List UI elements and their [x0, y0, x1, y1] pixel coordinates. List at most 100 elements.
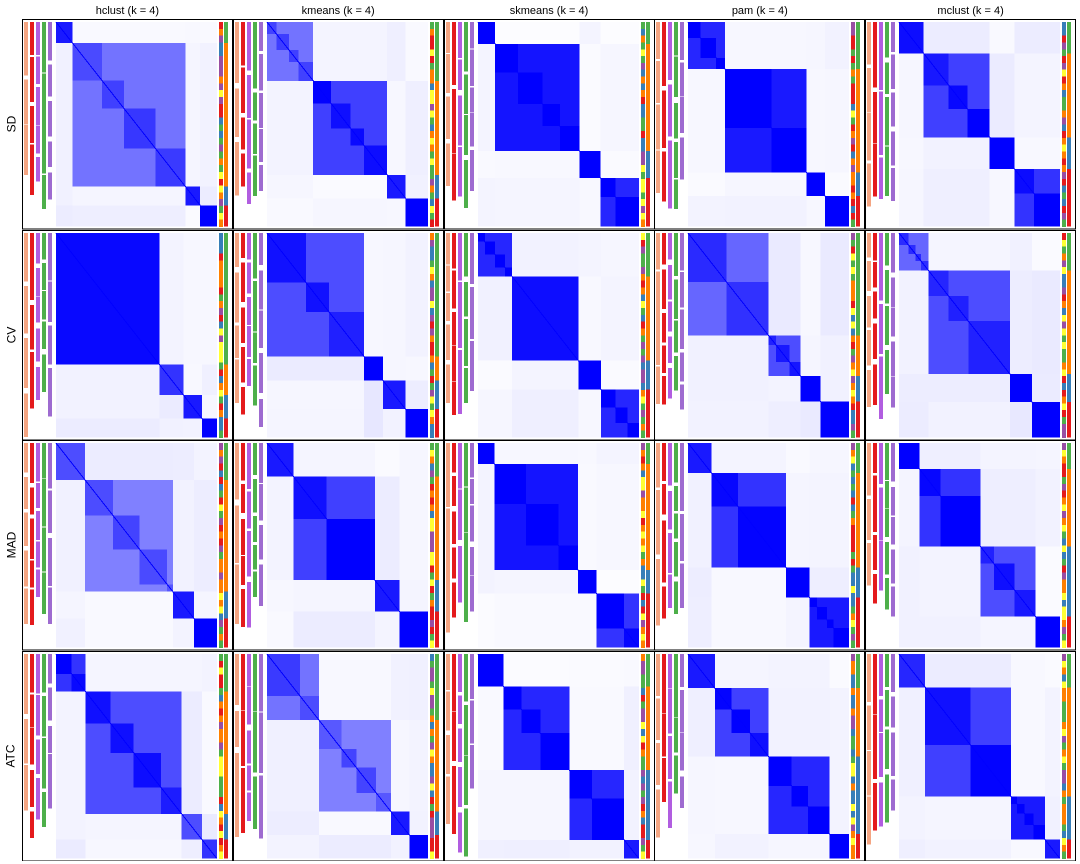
left-annotation-segment — [246, 232, 251, 259]
right-annotation-stripe — [218, 423, 223, 431]
panel-border — [232, 440, 444, 651]
off-diagonal-block — [899, 468, 920, 547]
off-diagonal-block — [568, 686, 624, 770]
left-annotation-segment — [885, 349, 890, 394]
left-annotation-segment — [41, 124, 46, 174]
off-diagonal-block — [806, 22, 826, 70]
right-annotation-stripe — [1061, 178, 1066, 187]
cluster-class-bar — [223, 839, 228, 858]
off-diagonal-block — [1045, 653, 1060, 687]
right-annotation-stripe — [640, 293, 645, 302]
off-diagonal-block — [980, 443, 1036, 469]
off-diagonal-block — [821, 334, 850, 376]
left-annotation-segment — [240, 653, 245, 710]
left-annotation-segment — [463, 281, 468, 317]
right-annotation-stripe — [640, 470, 645, 478]
left-annotation-segment — [240, 22, 245, 66]
left-annotation-segment — [674, 541, 679, 577]
cluster-class-bar — [434, 232, 439, 357]
right-annotation-stripe — [851, 817, 856, 825]
heatmap-svg — [232, 229, 444, 440]
left-annotation-segment — [463, 74, 468, 115]
left-annotation-segment — [867, 369, 872, 407]
right-annotation-stripe — [640, 586, 645, 594]
right-annotation-stripe — [851, 633, 856, 642]
right-annotation-stripe — [429, 830, 434, 839]
left-annotation-segment — [662, 443, 667, 481]
off-diagonal-block — [715, 653, 769, 688]
right-annotation-stripe — [851, 293, 856, 302]
left-annotation-segment — [463, 653, 468, 702]
left-annotation-segment — [873, 574, 878, 604]
left-annotation-segment — [867, 498, 872, 540]
left-annotation-segment — [885, 542, 890, 575]
off-diagonal-block — [494, 151, 580, 178]
heatmap-svg — [654, 229, 866, 440]
left-annotation-segment — [35, 443, 40, 482]
right-annotation-stripe — [218, 416, 223, 424]
off-diagonal-block — [568, 839, 624, 858]
left-annotation-segment — [246, 685, 251, 725]
left-annotation-segment — [668, 653, 673, 689]
left-annotation-segment — [674, 513, 679, 539]
left-annotation-segment — [258, 352, 263, 393]
right-annotation-stripe — [851, 708, 856, 716]
right-annotation-stripe — [1061, 35, 1066, 43]
left-annotation-segment — [662, 653, 667, 713]
right-annotation-stripe — [218, 558, 223, 567]
right-annotation-stripe — [1061, 137, 1066, 146]
heatmap-panel — [443, 440, 655, 651]
left-annotation-segment — [41, 791, 46, 827]
cluster-class-bar — [223, 813, 228, 840]
left-annotation-segment — [47, 490, 52, 533]
right-annotation-stripe — [1061, 558, 1066, 567]
left-annotation-segment — [47, 653, 52, 683]
left-annotation-segment — [252, 155, 257, 196]
left-annotation-segment — [451, 381, 456, 415]
right-annotation-stripe — [851, 56, 856, 64]
left-annotation-segment — [234, 710, 239, 747]
right-annotation-stripe — [640, 362, 645, 370]
left-annotation-segment — [445, 776, 450, 824]
left-annotation-segment — [873, 363, 878, 405]
off-diagonal-block — [688, 833, 716, 858]
right-annotation-stripe — [429, 416, 434, 424]
off-diagonal-block — [494, 177, 580, 227]
right-annotation-stripe — [1061, 483, 1066, 492]
left-annotation-segment — [463, 232, 468, 276]
panel-border — [654, 229, 866, 440]
right-annotation-stripe — [429, 531, 434, 539]
left-annotation-segment — [656, 299, 661, 329]
heatmap-svg — [232, 19, 444, 230]
left-annotation-segment — [41, 695, 46, 737]
right-annotation-stripe — [640, 321, 645, 329]
right-annotation-stripe — [1061, 239, 1066, 247]
right-annotation-stripe — [429, 694, 434, 702]
left-annotation-segment — [656, 271, 661, 299]
left-annotation-segment — [891, 653, 896, 692]
diagonal-line — [55, 21, 218, 227]
right-annotation-stripe — [218, 762, 223, 770]
off-diagonal-block — [55, 43, 73, 187]
heatmap-panel — [443, 229, 655, 441]
right-annotation-stripe — [851, 212, 856, 221]
left-annotation-segment — [47, 725, 52, 753]
off-diagonal-block — [181, 653, 203, 692]
right-annotation-stripe — [218, 131, 223, 139]
right-annotation-stripe — [1061, 185, 1066, 193]
left-annotation-segment — [469, 547, 474, 576]
right-annotation-stripe — [218, 307, 223, 315]
right-annotation-stripe — [1061, 56, 1066, 64]
left-annotation-segment — [29, 810, 34, 838]
right-annotation-stripe — [218, 579, 223, 587]
left-annotation-segment — [451, 232, 456, 268]
left-annotation-segment — [873, 22, 878, 88]
right-annotation-stripe — [851, 565, 856, 574]
off-diagonal-block — [899, 401, 929, 437]
off-diagonal-block — [989, 168, 1015, 227]
off-diagonal-block — [390, 719, 410, 811]
right-annotation-stripe — [1061, 22, 1066, 30]
right-annotation-stripe — [851, 280, 856, 288]
left-annotation-segment — [867, 329, 872, 366]
cluster-class-bar — [645, 275, 650, 361]
